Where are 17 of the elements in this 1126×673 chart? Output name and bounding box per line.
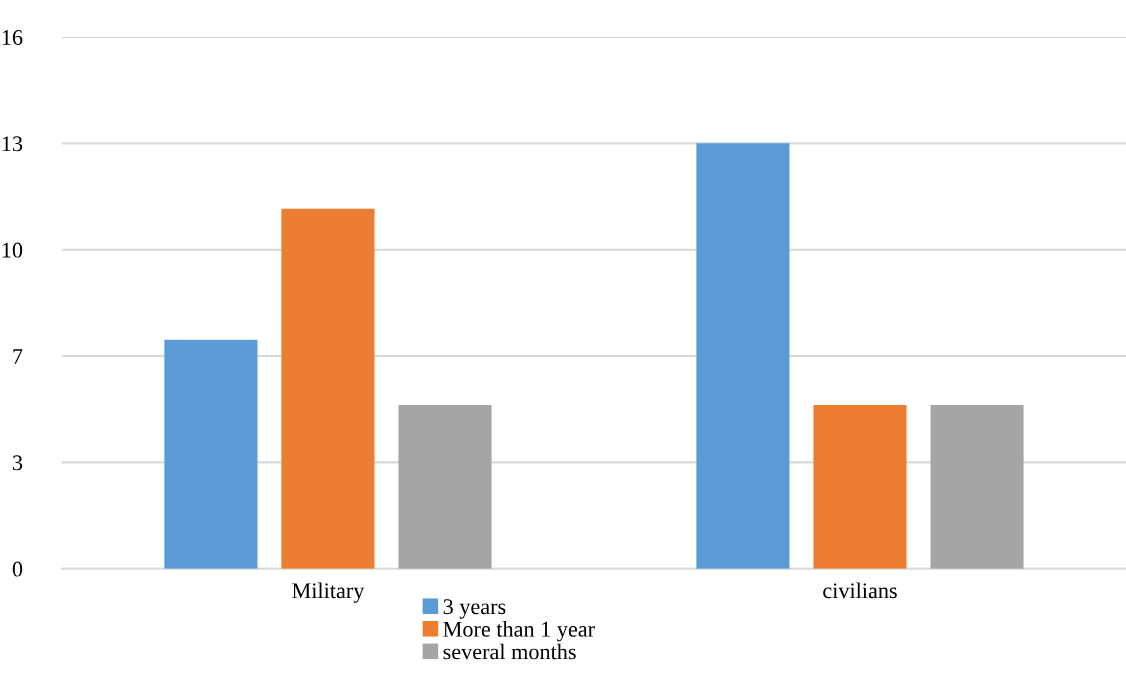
- legend-label: 3 years: [443, 599, 506, 619]
- bar: [281, 208, 375, 569]
- y-tick-label: 16: [2, 30, 23, 45]
- bar: [164, 339, 258, 569]
- y-tick-label: 3: [12, 455, 23, 471]
- bar: [398, 405, 492, 569]
- bar: [813, 405, 907, 569]
- bar: [930, 405, 1024, 569]
- x-tick-label: civilians: [823, 582, 897, 599]
- bar: [696, 143, 790, 569]
- x-tick-label: Military: [292, 582, 365, 603]
- y-tick-label: 0: [12, 561, 23, 577]
- y-tick-label: 10: [2, 242, 23, 258]
- y-tick-label: 7: [13, 349, 23, 364]
- legend-label: several months: [443, 643, 576, 660]
- legend-label: More than 1 year: [443, 621, 595, 642]
- y-tick-label: 13: [2, 136, 23, 152]
